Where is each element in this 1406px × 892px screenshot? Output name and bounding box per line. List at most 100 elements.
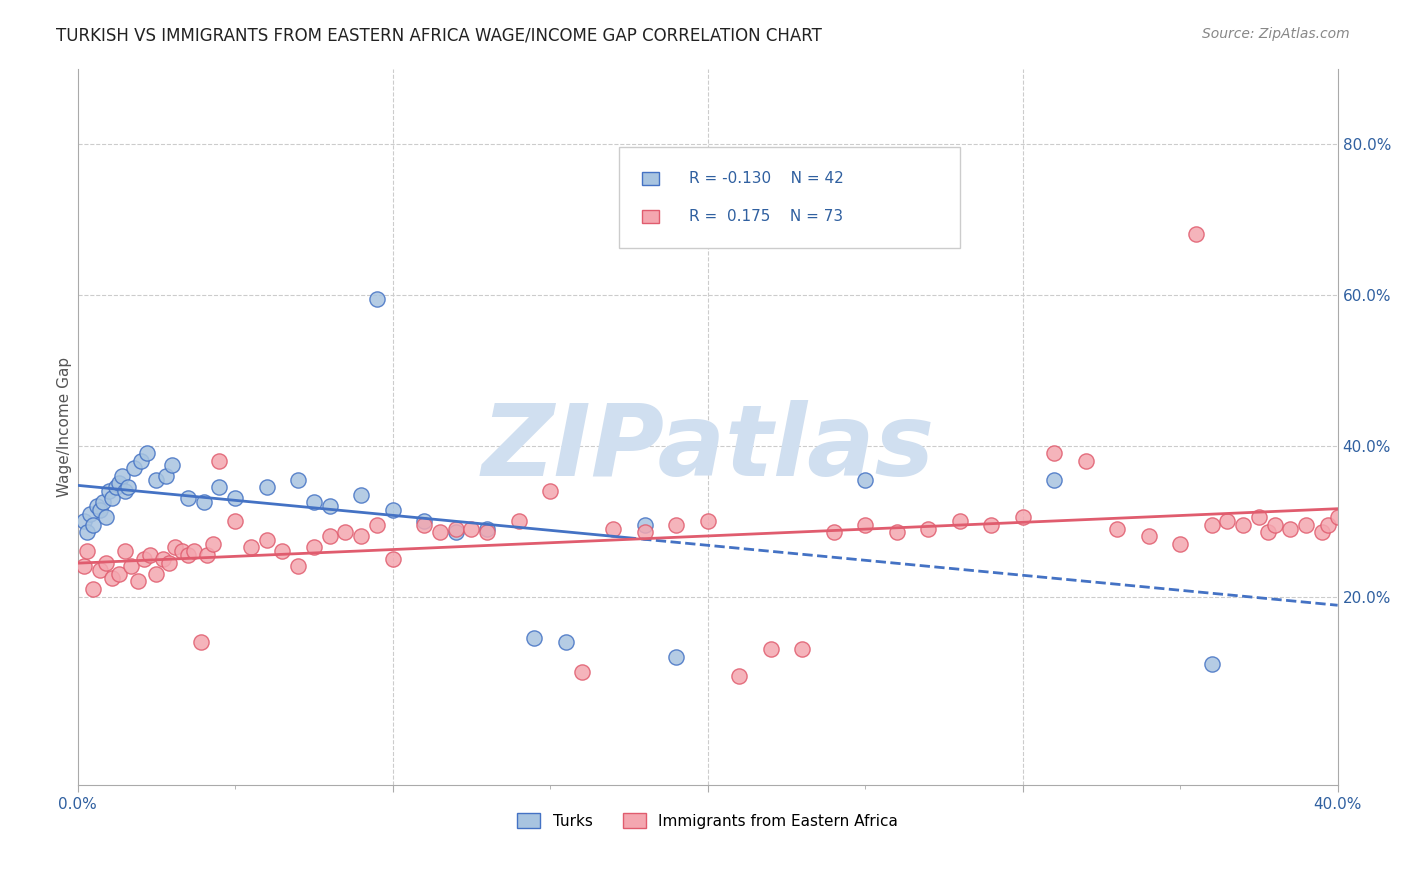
Point xyxy=(91,495,114,509)
Point xyxy=(823,525,845,540)
Bar xyxy=(643,172,659,185)
Point xyxy=(1216,514,1239,528)
Point xyxy=(523,631,546,645)
Point xyxy=(82,517,104,532)
Text: ZIPatlas: ZIPatlas xyxy=(481,400,934,497)
Point xyxy=(444,525,467,540)
Point xyxy=(177,491,200,506)
Point xyxy=(1168,537,1191,551)
Bar xyxy=(643,210,659,223)
Text: Source: ZipAtlas.com: Source: ZipAtlas.com xyxy=(1202,27,1350,41)
Point xyxy=(477,522,499,536)
Point xyxy=(165,541,187,555)
Point xyxy=(728,669,751,683)
Point xyxy=(571,665,593,679)
Point xyxy=(460,522,482,536)
Point xyxy=(157,556,180,570)
Point xyxy=(76,544,98,558)
Point xyxy=(86,499,108,513)
Point xyxy=(127,574,149,589)
Point xyxy=(444,522,467,536)
Point xyxy=(136,446,159,460)
Point xyxy=(224,514,246,528)
Point xyxy=(76,525,98,540)
Point xyxy=(319,499,342,513)
Point xyxy=(413,514,436,528)
Point xyxy=(1011,510,1033,524)
Point xyxy=(73,514,96,528)
Point xyxy=(1043,446,1066,460)
Point xyxy=(139,548,162,562)
Point xyxy=(114,483,136,498)
Point xyxy=(319,529,342,543)
Point xyxy=(1247,510,1270,524)
Point xyxy=(1107,522,1129,536)
Point xyxy=(1232,517,1254,532)
Point xyxy=(949,514,972,528)
Point xyxy=(853,517,876,532)
Point xyxy=(256,480,278,494)
Point xyxy=(1257,525,1279,540)
Point xyxy=(73,559,96,574)
Point xyxy=(256,533,278,547)
Point xyxy=(132,551,155,566)
Point xyxy=(665,517,688,532)
Point xyxy=(602,522,624,536)
Text: R =  0.175    N = 73: R = 0.175 N = 73 xyxy=(689,209,844,224)
Point xyxy=(634,517,657,532)
Point xyxy=(190,634,212,648)
Point xyxy=(759,642,782,657)
Point xyxy=(665,649,688,664)
Point xyxy=(1326,510,1348,524)
Point xyxy=(477,525,499,540)
Point xyxy=(1185,227,1208,242)
Point xyxy=(1264,517,1286,532)
Point xyxy=(89,502,111,516)
Point xyxy=(208,454,231,468)
Point xyxy=(193,495,215,509)
Point xyxy=(152,551,174,566)
Point xyxy=(381,502,404,516)
Point xyxy=(381,551,404,566)
Point xyxy=(350,529,373,543)
Point xyxy=(696,514,718,528)
Point xyxy=(1295,517,1317,532)
Point xyxy=(302,541,325,555)
Point xyxy=(120,559,142,574)
Point xyxy=(350,488,373,502)
Point xyxy=(271,544,294,558)
Point xyxy=(1137,529,1160,543)
FancyBboxPatch shape xyxy=(620,147,960,248)
Point xyxy=(195,548,218,562)
Point xyxy=(980,517,1002,532)
Point xyxy=(555,634,578,648)
Point xyxy=(538,483,561,498)
Point xyxy=(177,548,200,562)
Point xyxy=(208,480,231,494)
Point xyxy=(240,541,263,555)
Point xyxy=(94,556,117,570)
Point xyxy=(335,525,357,540)
Point xyxy=(202,537,225,551)
Point xyxy=(508,514,530,528)
Legend: Turks, Immigrants from Eastern Africa: Turks, Immigrants from Eastern Africa xyxy=(512,806,904,835)
Point xyxy=(366,292,388,306)
Point xyxy=(107,566,129,581)
Point xyxy=(366,517,388,532)
Point xyxy=(1201,657,1223,672)
Y-axis label: Wage/Income Gap: Wage/Income Gap xyxy=(58,357,72,497)
Point xyxy=(1317,517,1340,532)
Text: TURKISH VS IMMIGRANTS FROM EASTERN AFRICA WAGE/INCOME GAP CORRELATION CHART: TURKISH VS IMMIGRANTS FROM EASTERN AFRIC… xyxy=(56,27,823,45)
Point xyxy=(886,525,908,540)
Point xyxy=(413,517,436,532)
Point xyxy=(287,559,309,574)
Point xyxy=(129,454,152,468)
Point xyxy=(1074,454,1097,468)
Point xyxy=(79,507,101,521)
Point xyxy=(917,522,939,536)
Point xyxy=(82,582,104,596)
Point xyxy=(1043,473,1066,487)
Point xyxy=(224,491,246,506)
Text: R = -0.130    N = 42: R = -0.130 N = 42 xyxy=(689,171,844,186)
Point xyxy=(145,473,167,487)
